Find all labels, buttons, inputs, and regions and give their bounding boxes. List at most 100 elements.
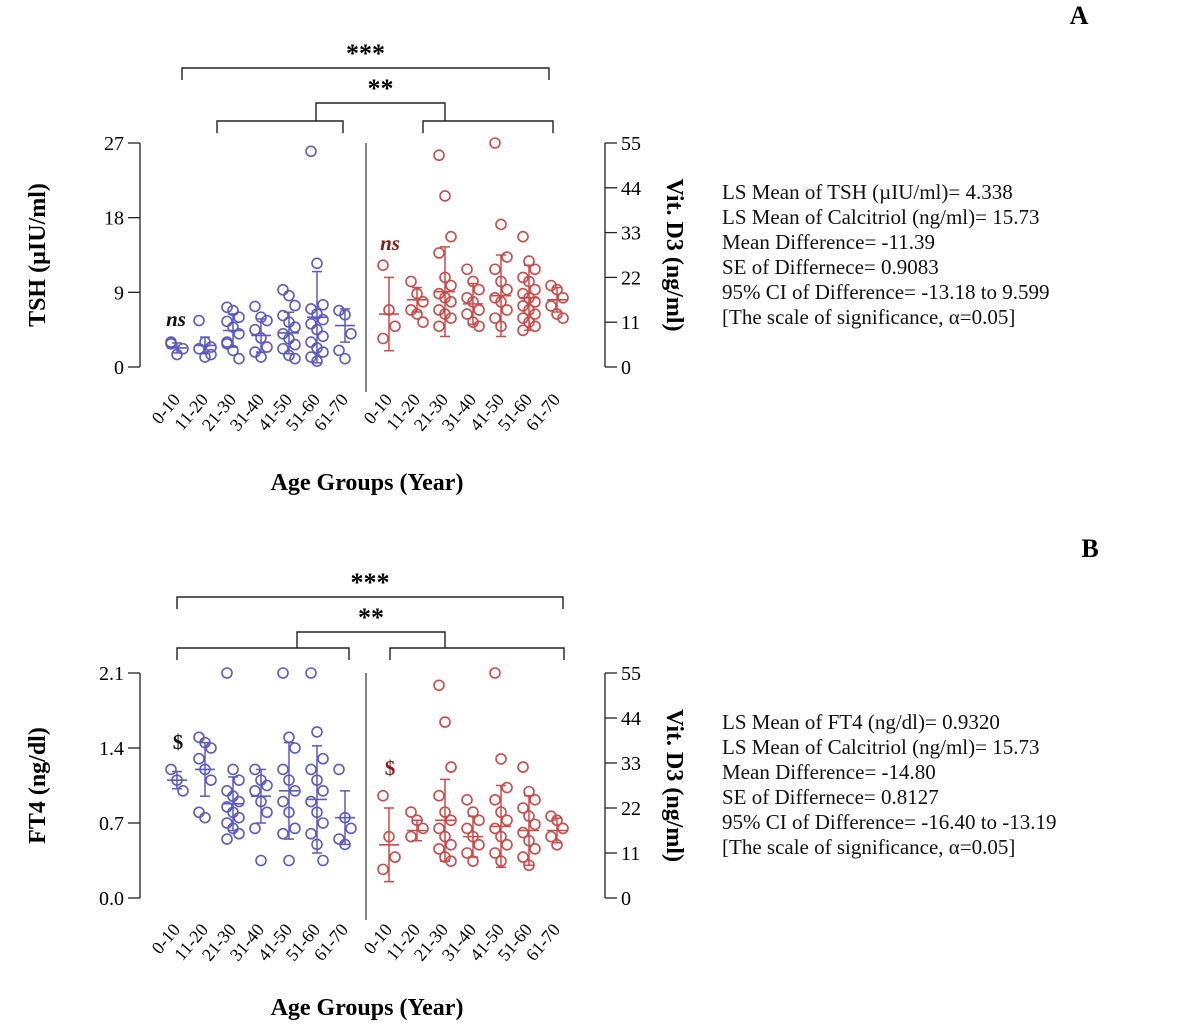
data-point [405, 806, 417, 818]
data-point [177, 342, 189, 355]
data-point [289, 352, 301, 365]
data-point [233, 352, 245, 365]
data-point [557, 291, 569, 304]
data-point [433, 287, 445, 300]
y-axis-title-right: Vit. D3 (ng/ml) [661, 709, 687, 862]
data-point [249, 822, 261, 835]
data-point [221, 785, 233, 797]
data-point [529, 843, 541, 855]
data-point [283, 289, 295, 302]
right-tick-label: 33 [621, 223, 641, 245]
data-point [461, 847, 473, 859]
data-point [461, 291, 473, 304]
group-bracket-right [422, 120, 554, 133]
data-point [417, 822, 429, 835]
significance-label-inner: ** [368, 74, 394, 103]
data-point [473, 839, 485, 851]
data-point [389, 320, 401, 333]
stat-line: [The scale of significance, α=0.05] [722, 305, 1016, 329]
panel-a: A 0 9 18 27 0 11 22 33 44 55 TSH (µIU/ml) Vit. D3 (n… [0, 0, 1188, 505]
data-point [317, 817, 329, 829]
data-point [433, 789, 445, 802]
data-point [199, 811, 211, 824]
data-point [495, 218, 507, 231]
data-point [205, 341, 217, 353]
significance-bracket-inner [296, 631, 446, 648]
data-point [489, 263, 501, 276]
data-point [517, 761, 529, 773]
data-point [501, 839, 513, 851]
significance-bracket-outer [181, 67, 550, 80]
data-point [333, 763, 345, 776]
data-point [305, 318, 317, 330]
data-point [405, 304, 417, 316]
right-tick-label: 11 [621, 843, 640, 865]
data-point [305, 795, 317, 808]
left-tick-label: 0 [114, 357, 124, 379]
data-point [445, 839, 457, 851]
group-bracket-right [389, 647, 565, 660]
data-point [277, 284, 289, 296]
data-point [255, 854, 267, 867]
data-point [221, 817, 233, 829]
group-annotation-right: ns [380, 231, 400, 255]
data-point [461, 263, 473, 276]
data-point [249, 785, 261, 797]
data-point [461, 794, 473, 806]
significance-label-outer: *** [346, 39, 385, 68]
data-point [193, 314, 205, 327]
data-point [249, 323, 261, 336]
right-tick-label: 55 [621, 133, 641, 155]
data-point [345, 328, 357, 340]
data-point [445, 761, 457, 773]
right-tick-label: 55 [621, 663, 641, 685]
data-point [317, 785, 329, 797]
x-axis-title: Age Groups (Year) [271, 470, 464, 496]
data-point [233, 774, 245, 786]
data-point [317, 330, 329, 343]
data-point [517, 300, 529, 312]
data-point [489, 291, 501, 304]
data-point [417, 296, 429, 308]
data-point [433, 304, 445, 316]
right-tick-label: 22 [621, 267, 641, 289]
data-point [227, 763, 239, 776]
data-point [333, 833, 345, 845]
data-point [305, 336, 317, 348]
stat-line: LS Mean of FT4 (ng/dl)= 0.9320 [722, 710, 1000, 734]
data-point [317, 752, 329, 765]
data-point [317, 854, 329, 867]
data-point [433, 149, 445, 162]
data-point [405, 275, 417, 288]
data-point [529, 296, 541, 308]
right-tick-label: 22 [621, 798, 641, 820]
data-point [333, 344, 345, 357]
data-point [501, 283, 513, 296]
data-point [517, 230, 529, 243]
y-axis-title-right: Vit. D3 (ng/ml) [661, 178, 687, 331]
significance-bracket-inner [315, 102, 446, 121]
data-point [233, 811, 245, 824]
data-point [495, 753, 507, 765]
stat-line: Mean Difference= -14.80 [722, 760, 936, 784]
data-point [233, 311, 245, 324]
data-point [557, 822, 569, 835]
chart-b: B 0.0 0.7 1.4 2.1 0 11 22 33 44 55 FT4 (ng/dl) Vit. … [25, 534, 1099, 1021]
data-point [529, 794, 541, 806]
stat-line: 95% CI of Difference= -13.18 to 9.599 [722, 280, 1050, 304]
right-tick-label: 44 [621, 708, 641, 730]
left-tick-label: 1.4 [99, 738, 124, 760]
data-point [233, 795, 245, 808]
data-point [433, 320, 445, 333]
data-point [305, 145, 317, 158]
data-point [489, 847, 501, 859]
chart-a: A 0 9 18 27 0 11 22 33 44 55 TSH (µIU/ml) Vit. D3 (n… [25, 1, 1089, 496]
group-bracket-left [216, 120, 344, 133]
stat-line: SE of Differnece= 0.8127 [722, 785, 939, 809]
data-point [445, 230, 457, 243]
data-point [221, 833, 233, 845]
data-point [221, 301, 233, 314]
significance-label-inner: ** [358, 603, 384, 632]
right-tick-label: 0 [621, 357, 631, 379]
data-point [517, 271, 529, 284]
